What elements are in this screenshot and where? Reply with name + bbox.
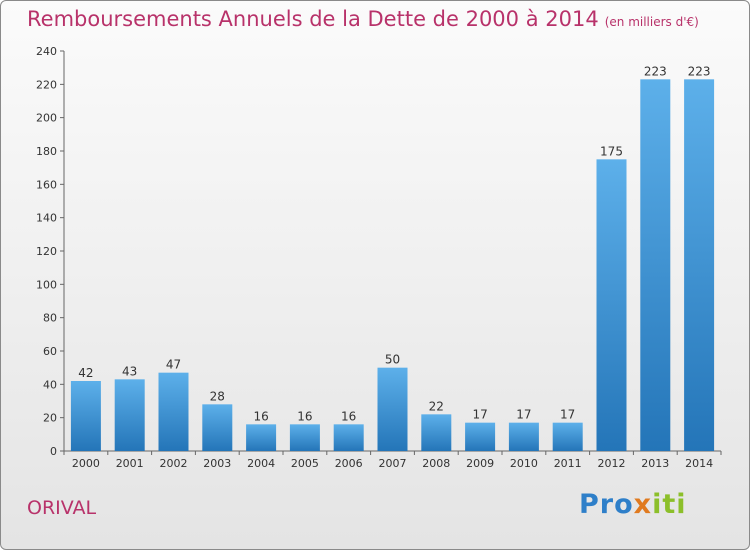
bar-value-label: 16 bbox=[253, 409, 268, 423]
x-tick-label: 2000 bbox=[72, 457, 100, 470]
bar-value-label: 223 bbox=[688, 64, 711, 78]
y-axis: 0 20 40 60 80 100 120 140 160 180 200 220 240 bbox=[36, 45, 65, 458]
bar bbox=[114, 379, 145, 451]
bar-value-label: 43 bbox=[122, 364, 137, 378]
bar-value-label: 28 bbox=[210, 389, 225, 403]
x-tick-label: 2012 bbox=[598, 457, 626, 470]
x-tick-label: 2004 bbox=[247, 457, 275, 470]
bar-value-label: 17 bbox=[516, 408, 531, 422]
bar bbox=[202, 404, 233, 451]
bar-value-label: 47 bbox=[166, 358, 181, 372]
bar bbox=[377, 367, 408, 451]
x-tick-label: 2007 bbox=[379, 457, 407, 470]
y-tick-label: 200 bbox=[36, 112, 57, 125]
y-tick-label: 60 bbox=[43, 345, 57, 358]
bar bbox=[333, 424, 364, 451]
bar-value-label: 50 bbox=[385, 353, 400, 367]
x-tick-label: 2005 bbox=[291, 457, 319, 470]
x-tick-label: 2002 bbox=[160, 457, 188, 470]
bar bbox=[465, 422, 496, 451]
bar bbox=[640, 79, 671, 451]
x-tick-label: 2006 bbox=[335, 457, 363, 470]
y-tick-label: 160 bbox=[36, 178, 57, 191]
bar bbox=[596, 159, 627, 452]
x-tick-label: 2011 bbox=[554, 457, 582, 470]
x-tick-label: 2003 bbox=[203, 457, 231, 470]
y-tick-label: 140 bbox=[36, 212, 57, 225]
title-text: Remboursements Annuels de la Dette de 20… bbox=[27, 7, 599, 31]
x-tick-label: 2009 bbox=[466, 457, 494, 470]
x-tick-label: 2001 bbox=[116, 457, 144, 470]
bar-value-label: 223 bbox=[644, 64, 667, 78]
bar bbox=[421, 414, 452, 451]
chart-subtitle: (en milliers d'€) bbox=[604, 15, 699, 29]
commune-name: ORIVAL bbox=[27, 497, 97, 519]
bar bbox=[289, 424, 320, 451]
y-tick-label: 100 bbox=[36, 278, 57, 291]
bar bbox=[684, 79, 715, 451]
y-tick-label: 80 bbox=[43, 312, 57, 325]
x-tick-label: 2014 bbox=[685, 457, 713, 470]
bar-value-label: 17 bbox=[472, 408, 487, 422]
bar bbox=[158, 372, 189, 451]
bar bbox=[246, 424, 277, 451]
bar-value-label: 175 bbox=[600, 144, 623, 158]
x-tick-label: 2008 bbox=[422, 457, 450, 470]
x-axis: 2000 2001 2002 2003 2004 2005 2006 2007 2008 2009… bbox=[63, 450, 722, 470]
bar-value-label: 16 bbox=[341, 409, 356, 423]
x-tick-label: 2010 bbox=[510, 457, 538, 470]
bar bbox=[552, 422, 583, 451]
bars bbox=[70, 79, 715, 452]
bar-value-label: 16 bbox=[297, 409, 312, 423]
chart-title: Remboursements Annuels de la Dette de 20… bbox=[27, 7, 699, 31]
x-tick-label: 2013 bbox=[641, 457, 669, 470]
y-tick-label: 240 bbox=[36, 45, 57, 58]
y-tick-label: 120 bbox=[36, 245, 57, 258]
bar-value-label: 42 bbox=[78, 366, 93, 380]
y-tick-label: 180 bbox=[36, 145, 57, 158]
data-labels: 42 43 47 28 16 16 16 50 22 17 17 17 175 223 223 bbox=[78, 64, 710, 423]
y-tick-label: 220 bbox=[36, 78, 57, 91]
y-tick-label: 40 bbox=[43, 378, 57, 391]
bar-value-label: 17 bbox=[560, 408, 575, 422]
bar bbox=[508, 422, 539, 451]
y-tick-label: 0 bbox=[50, 445, 57, 458]
proxiti-logo[interactable]: Proxiti bbox=[579, 489, 687, 520]
bar-value-label: 22 bbox=[429, 399, 444, 413]
y-tick-label: 20 bbox=[43, 412, 57, 425]
bar bbox=[70, 381, 101, 451]
